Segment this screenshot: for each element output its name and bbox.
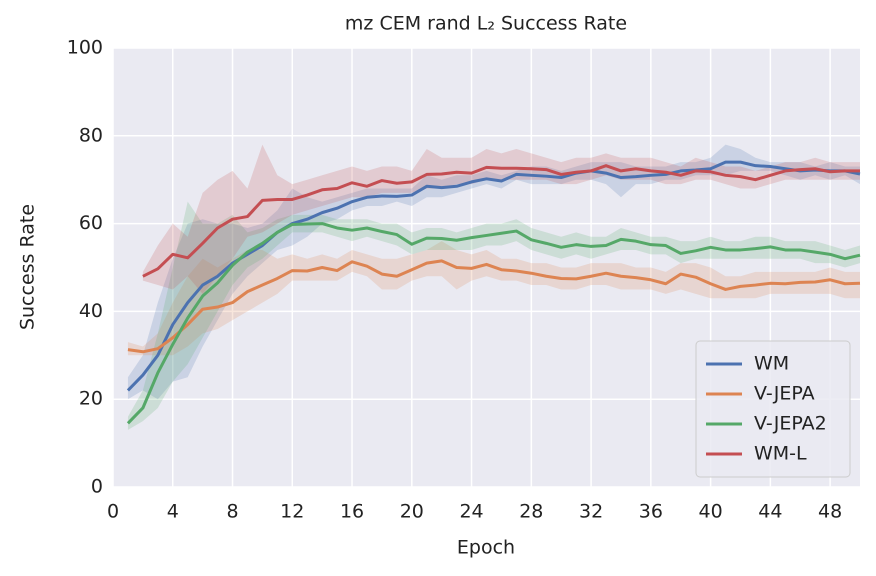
x-tick-label: 4 xyxy=(167,501,179,523)
legend-label: WM xyxy=(754,353,789,375)
line xyxy=(142,164,860,278)
legend-label: V-JEPA xyxy=(754,383,815,405)
x-tick-label: 24 xyxy=(459,501,483,523)
x-tick-label: 48 xyxy=(818,501,842,523)
line xyxy=(127,259,861,354)
y-tick-label: 40 xyxy=(79,300,103,322)
y-tick-label: 80 xyxy=(79,124,103,146)
legend-label: V-JEPA2 xyxy=(754,413,827,435)
chart-title: mz CEM rand L₂ Success Rate xyxy=(345,13,627,35)
x-tick-label: 28 xyxy=(519,501,543,523)
y-tick-label: 100 xyxy=(67,37,103,59)
line xyxy=(126,160,861,392)
error-band xyxy=(127,201,860,430)
x-tick-label: 0 xyxy=(107,501,119,523)
error-band xyxy=(142,144,860,294)
line xyxy=(126,222,861,425)
y-tick-label: 0 xyxy=(91,476,103,498)
x-axis-label: Epoch xyxy=(457,537,515,559)
x-tick-label: 36 xyxy=(639,501,663,523)
y-axis-label: Success Rate xyxy=(17,204,39,330)
error-band xyxy=(127,144,860,400)
x-tick-label: 20 xyxy=(400,501,424,523)
x-tick-label: 40 xyxy=(699,501,723,523)
x-tick-label: 16 xyxy=(340,501,364,523)
legend-label: WM-L xyxy=(754,443,807,465)
y-tick-label: 60 xyxy=(79,212,103,234)
y-tick-label: 20 xyxy=(79,388,103,410)
legend-box xyxy=(695,340,851,478)
x-tick-label: 12 xyxy=(280,501,304,523)
x-tick-label: 32 xyxy=(579,501,603,523)
x-tick-label: 44 xyxy=(758,501,782,523)
x-tick-label: 8 xyxy=(226,501,238,523)
